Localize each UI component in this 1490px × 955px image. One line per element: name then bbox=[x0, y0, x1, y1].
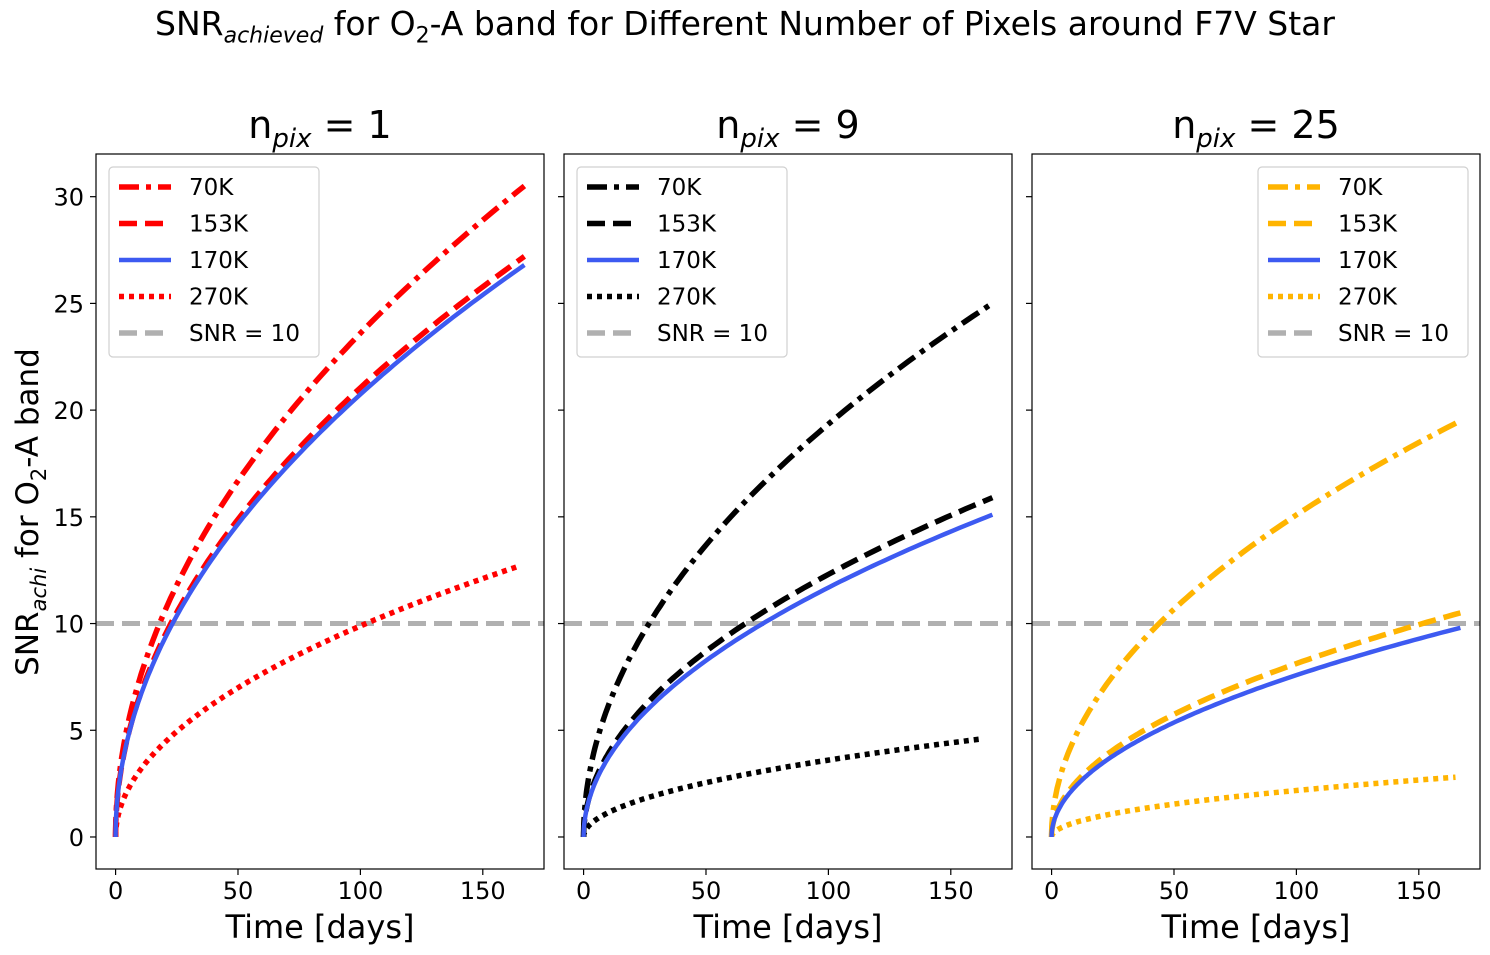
x-axis-label: Time [days] bbox=[1161, 908, 1351, 946]
series-line bbox=[112, 183, 527, 837]
x-tick-label: 50 bbox=[223, 877, 254, 905]
y-tick-label: 25 bbox=[53, 290, 84, 318]
series-line bbox=[113, 263, 526, 837]
legend-label: 170K bbox=[189, 248, 249, 274]
suptitle-subscript: achieved bbox=[223, 23, 324, 49]
panel-2: npix = 9 0 50 100 150 Time [days] 70K 153K 170K 2… bbox=[558, 103, 1013, 946]
series-line bbox=[580, 495, 994, 837]
axes-frame bbox=[563, 153, 1013, 870]
x-tick-label: 50 bbox=[691, 877, 722, 905]
x-tick-label: 150 bbox=[460, 877, 506, 905]
plot-area bbox=[564, 301, 1012, 837]
x-tick-label: 100 bbox=[1273, 877, 1319, 905]
legend-label: 270K bbox=[657, 285, 717, 311]
series-line bbox=[580, 301, 994, 837]
x-tick-label: 0 bbox=[108, 877, 123, 905]
y-tick-label: 10 bbox=[53, 611, 84, 639]
legend-label: 153K bbox=[657, 212, 717, 238]
y-tick-label: 30 bbox=[53, 184, 84, 212]
panel-title: npix = 25 bbox=[1172, 103, 1340, 154]
y-axis-label: SNRachi for O2-A band bbox=[10, 348, 51, 676]
x-tick-label: 100 bbox=[337, 877, 383, 905]
series-line bbox=[112, 563, 521, 837]
suptitle-text: for O bbox=[323, 4, 416, 43]
panel-title: npix = 1 bbox=[248, 103, 391, 154]
suptitle-subscript: 2 bbox=[415, 23, 430, 49]
legend: 70K 153K 170K 270K SNR = 10 bbox=[576, 166, 788, 358]
legend-frame bbox=[576, 166, 788, 358]
legend-label: SNR = 10 bbox=[1338, 321, 1449, 347]
suptitle-text: SNR bbox=[155, 4, 224, 43]
y-tick-label: 20 bbox=[53, 397, 84, 425]
axes-frame bbox=[1031, 153, 1481, 870]
legend-label: 153K bbox=[189, 212, 249, 238]
legend-label: SNR = 10 bbox=[189, 321, 300, 347]
y-tick-label: 15 bbox=[53, 504, 84, 532]
legend: 70K 153K 170K 270K SNR = 10 bbox=[108, 166, 320, 358]
series-line bbox=[1048, 418, 1462, 837]
x-tick-label: 100 bbox=[805, 877, 851, 905]
legend-label: 270K bbox=[189, 285, 249, 311]
y-tick-label: 5 bbox=[69, 717, 84, 745]
legend-label: 170K bbox=[657, 248, 717, 274]
legend-label: 170K bbox=[1338, 248, 1398, 274]
x-tick-label: 50 bbox=[1159, 877, 1190, 905]
legend-label: SNR = 10 bbox=[657, 321, 768, 347]
series-line bbox=[580, 736, 983, 837]
x-axis-label: Time [days] bbox=[225, 908, 415, 946]
legend-frame bbox=[1257, 166, 1469, 358]
x-tick-label: 0 bbox=[576, 877, 591, 905]
legend-label: 270K bbox=[1338, 285, 1398, 311]
x-axis-label: Time [days] bbox=[693, 908, 883, 946]
series-line bbox=[112, 254, 527, 837]
x-tick-label: 150 bbox=[928, 877, 974, 905]
series-line bbox=[581, 512, 994, 837]
axes-frame bbox=[95, 153, 545, 870]
plot-area bbox=[1032, 418, 1480, 838]
series-line bbox=[1048, 610, 1462, 837]
panel-title: npix = 9 bbox=[716, 103, 859, 154]
x-tick-label: 150 bbox=[1396, 877, 1442, 905]
figure-suptitle: SNRachieved for O2-A band for Different … bbox=[0, 4, 1490, 49]
suptitle-text: -A band for Different Number of Pixels a… bbox=[429, 4, 1335, 43]
y-tick-label: 0 bbox=[69, 824, 84, 852]
legend-frame bbox=[108, 166, 320, 358]
series-line bbox=[1049, 625, 1461, 837]
legend-label: 70K bbox=[189, 175, 234, 201]
legend-label: 70K bbox=[657, 175, 702, 201]
panel-1: npix = 1 0 50 100 150 0 5 10 15 20 25 30 Time [days]… bbox=[53, 103, 545, 946]
panel-3: npix = 25 0 50 100 150 Time [days] 70K 153K 170K… bbox=[1026, 103, 1481, 946]
series-line bbox=[1048, 774, 1456, 838]
legend: 70K 153K 170K 270K SNR = 10 bbox=[1257, 166, 1469, 358]
plot-area bbox=[96, 183, 544, 837]
legend-label: 153K bbox=[1338, 212, 1398, 238]
x-tick-label: 0 bbox=[1044, 877, 1059, 905]
legend-label: 70K bbox=[1338, 175, 1383, 201]
